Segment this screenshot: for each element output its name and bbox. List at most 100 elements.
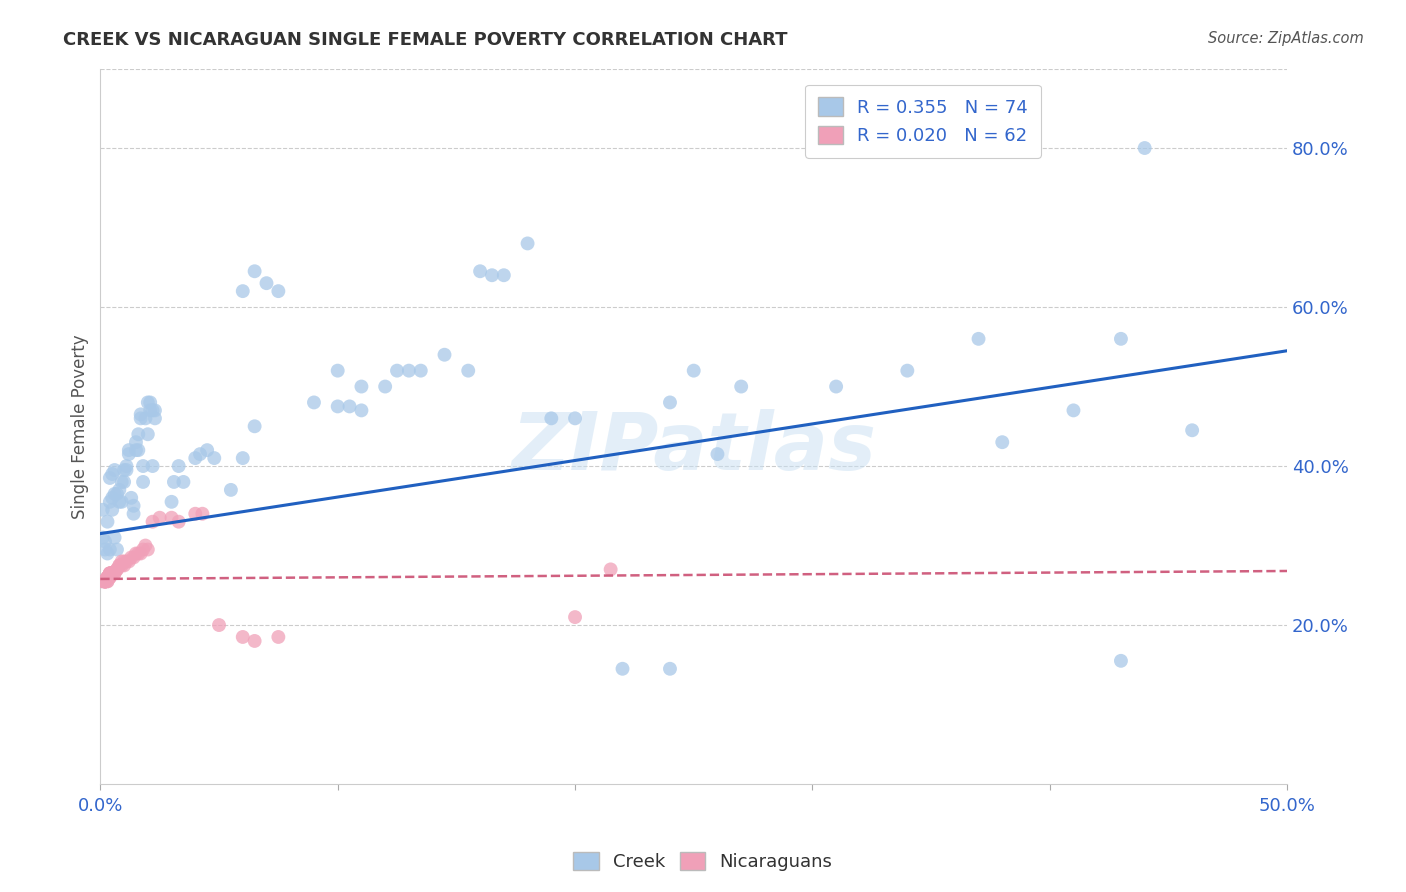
Point xyxy=(184,507,207,521)
Point xyxy=(492,268,515,283)
Point xyxy=(564,411,586,425)
Point xyxy=(302,395,325,409)
Point xyxy=(612,662,634,676)
Point xyxy=(98,471,121,485)
Point xyxy=(98,566,121,581)
Point xyxy=(98,566,121,581)
Point xyxy=(127,547,149,561)
Point xyxy=(132,542,155,557)
Point xyxy=(91,531,114,545)
Point xyxy=(142,458,165,473)
Point xyxy=(120,550,142,565)
Point xyxy=(267,284,290,298)
Point xyxy=(208,618,231,632)
Point xyxy=(516,236,538,251)
Point xyxy=(122,499,145,513)
Point xyxy=(167,515,190,529)
Point xyxy=(105,562,128,576)
Point xyxy=(191,507,214,521)
Point xyxy=(143,411,166,425)
Point xyxy=(91,502,114,516)
Point xyxy=(104,566,127,581)
Point xyxy=(111,475,134,489)
Point xyxy=(160,495,183,509)
Point xyxy=(96,570,118,584)
Point xyxy=(115,458,138,473)
Point xyxy=(136,427,159,442)
Point xyxy=(127,443,149,458)
Point xyxy=(481,268,503,283)
Point xyxy=(125,547,148,561)
Point xyxy=(129,411,152,425)
Point xyxy=(94,574,117,589)
Point xyxy=(105,562,128,576)
Point xyxy=(184,451,207,466)
Point xyxy=(96,570,118,584)
Point xyxy=(374,379,396,393)
Point xyxy=(540,411,562,425)
Point xyxy=(122,507,145,521)
Point xyxy=(111,554,134,568)
Point xyxy=(659,395,682,409)
Point xyxy=(104,531,127,545)
Point xyxy=(94,574,117,589)
Point xyxy=(132,458,155,473)
Point xyxy=(112,475,135,489)
Y-axis label: Single Female Poverty: Single Female Poverty xyxy=(72,334,89,518)
Point xyxy=(104,487,127,501)
Point xyxy=(1109,654,1132,668)
Point xyxy=(108,495,131,509)
Point xyxy=(160,510,183,524)
Point xyxy=(98,542,121,557)
Legend: R = 0.355   N = 74, R = 0.020   N = 62: R = 0.355 N = 74, R = 0.020 N = 62 xyxy=(806,85,1040,158)
Point xyxy=(111,558,134,573)
Point xyxy=(120,491,142,505)
Point xyxy=(112,554,135,568)
Point xyxy=(967,332,990,346)
Point xyxy=(409,364,432,378)
Point xyxy=(232,451,254,466)
Point xyxy=(599,562,621,576)
Point xyxy=(91,574,114,589)
Point xyxy=(142,403,165,417)
Legend: Creek, Nicaraguans: Creek, Nicaraguans xyxy=(567,845,839,879)
Point xyxy=(118,443,141,458)
Point xyxy=(94,534,117,549)
Point xyxy=(101,467,124,481)
Point xyxy=(125,443,148,458)
Point xyxy=(98,566,121,581)
Point xyxy=(94,542,117,557)
Point xyxy=(108,558,131,573)
Point xyxy=(659,662,682,676)
Point xyxy=(243,264,266,278)
Point xyxy=(94,574,117,589)
Point xyxy=(118,447,141,461)
Point xyxy=(101,566,124,581)
Point xyxy=(115,463,138,477)
Point xyxy=(339,400,361,414)
Point xyxy=(134,411,156,425)
Point xyxy=(172,475,194,489)
Point xyxy=(115,554,138,568)
Point xyxy=(118,554,141,568)
Point xyxy=(98,566,121,581)
Point xyxy=(139,395,162,409)
Text: Source: ZipAtlas.com: Source: ZipAtlas.com xyxy=(1208,31,1364,46)
Point xyxy=(267,630,290,644)
Point xyxy=(243,419,266,434)
Point xyxy=(256,276,278,290)
Point xyxy=(101,502,124,516)
Point xyxy=(101,566,124,581)
Point xyxy=(98,570,121,584)
Point xyxy=(468,264,491,278)
Point xyxy=(94,574,117,589)
Point xyxy=(1062,403,1084,417)
Point xyxy=(94,574,117,589)
Point xyxy=(129,408,152,422)
Point xyxy=(96,570,118,584)
Text: CREEK VS NICARAGUAN SINGLE FEMALE POVERTY CORRELATION CHART: CREEK VS NICARAGUAN SINGLE FEMALE POVERT… xyxy=(63,31,787,49)
Point xyxy=(167,458,190,473)
Point xyxy=(350,379,373,393)
Point xyxy=(991,435,1014,450)
Point xyxy=(101,491,124,505)
